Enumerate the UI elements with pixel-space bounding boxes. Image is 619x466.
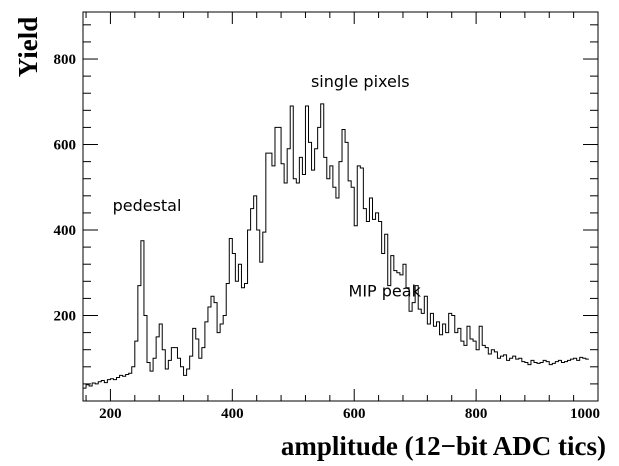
y-tick-label: 600 xyxy=(54,138,77,154)
x-tick-label: 200 xyxy=(99,406,122,422)
y-tick-label: 200 xyxy=(54,309,77,325)
y-tick-labels: 200 400 600 800 xyxy=(54,52,77,324)
x-tick-label: 800 xyxy=(465,406,488,422)
x-tick-labels: 200 400 600 800 1000 xyxy=(99,406,600,422)
histogram-series xyxy=(83,103,589,389)
annotations: single pixels pedestal MIP peak xyxy=(113,72,422,300)
y-tick-label: 800 xyxy=(54,52,77,68)
annotation-label: pedestal xyxy=(113,196,182,215)
x-tick-label: 400 xyxy=(221,406,244,422)
annotation-label: single pixels xyxy=(311,72,410,91)
annotation-label: MIP peak xyxy=(349,281,422,300)
plot-frame xyxy=(82,11,599,402)
axis-ticks xyxy=(83,12,599,401)
x-tick-label: 600 xyxy=(343,406,366,422)
y-tick-label: 400 xyxy=(54,223,77,239)
x-axis-title: amplitude (12−bit ADC tics) xyxy=(281,431,606,461)
x-tick-label: 1000 xyxy=(570,406,600,422)
y-axis-title: Yield xyxy=(13,17,43,78)
